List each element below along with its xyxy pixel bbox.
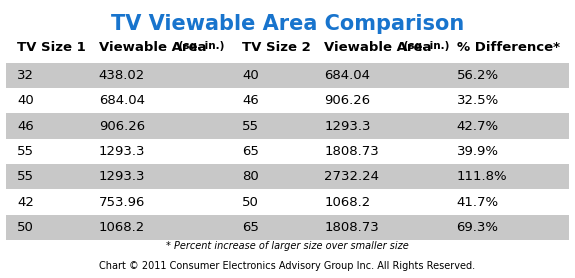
Text: 69.3%: 69.3% [457,221,499,234]
Text: 1293.3: 1293.3 [324,120,371,133]
Text: 2732.24: 2732.24 [324,170,379,183]
Text: 40: 40 [17,94,34,107]
Bar [6,215,569,240]
Text: (sq. in.): (sq. in.) [175,41,224,51]
Text: Viewable Area: Viewable Area [99,41,206,54]
Text: Viewable Area: Viewable Area [324,41,432,54]
Text: 684.04: 684.04 [324,69,370,82]
Bar [6,139,569,164]
Text: 1068.2: 1068.2 [99,221,145,234]
Text: 906.26: 906.26 [99,120,145,133]
Text: (sq. in.): (sq. in.) [400,41,450,51]
Bar [6,63,569,88]
Text: 42: 42 [17,195,34,208]
Text: TV Viewable Area Comparison: TV Viewable Area Comparison [111,14,464,34]
Text: 65: 65 [243,145,259,158]
Text: 1293.3: 1293.3 [99,145,145,158]
Text: 41.7%: 41.7% [457,195,499,208]
Text: 438.02: 438.02 [99,69,145,82]
Text: 55: 55 [17,170,34,183]
Text: 50: 50 [17,221,34,234]
Text: 55: 55 [17,145,34,158]
Text: 39.9%: 39.9% [457,145,499,158]
Bar [6,164,569,189]
Text: 65: 65 [243,221,259,234]
Text: 1293.3: 1293.3 [99,170,145,183]
Text: 56.2%: 56.2% [457,69,499,82]
Text: Chart © 2011 Consumer Electronics Advisory Group Inc. All Rights Reserved.: Chart © 2011 Consumer Electronics Adviso… [99,260,476,270]
Text: 46: 46 [243,94,259,107]
Text: 32: 32 [17,69,34,82]
Text: 1808.73: 1808.73 [324,221,379,234]
Text: 55: 55 [243,120,259,133]
Text: 906.26: 906.26 [324,94,370,107]
Text: % Difference*: % Difference* [457,41,559,54]
Text: 80: 80 [243,170,259,183]
Text: 753.96: 753.96 [99,195,145,208]
Bar [6,88,569,113]
Text: TV Size 2: TV Size 2 [243,41,311,54]
Bar [6,189,569,215]
Text: 32.5%: 32.5% [457,94,499,107]
Text: 50: 50 [243,195,259,208]
Text: 111.8%: 111.8% [457,170,507,183]
Text: 1808.73: 1808.73 [324,145,379,158]
Text: * Percent increase of larger size over smaller size: * Percent increase of larger size over s… [166,241,409,251]
Text: 684.04: 684.04 [99,94,145,107]
Text: TV Size 1: TV Size 1 [17,41,86,54]
Text: 1068.2: 1068.2 [324,195,370,208]
Text: 42.7%: 42.7% [457,120,499,133]
Text: 40: 40 [243,69,259,82]
Text: 46: 46 [17,120,34,133]
Bar [6,113,569,139]
